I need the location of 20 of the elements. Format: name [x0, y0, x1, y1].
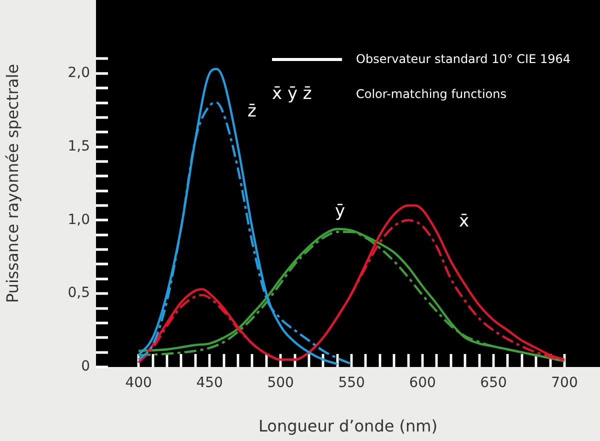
x-tick-label: 450: [196, 375, 223, 392]
y-tick-label: 0,5: [68, 285, 90, 302]
annotation: ȳ: [334, 202, 346, 222]
annotation: Observateur standard 10° CIE 1964: [356, 52, 571, 66]
annotation: x̄ ȳ z̄: [272, 84, 313, 104]
y-tick-label: 2,0: [68, 65, 90, 82]
x-tick-label: 700: [551, 375, 578, 392]
y-tick-label: 0: [81, 358, 90, 375]
x-tick-label: 550: [338, 375, 365, 392]
x-axis-title: Longueur d’onde (nm): [258, 416, 438, 436]
annotation: z̄: [248, 102, 256, 122]
y-tick-label: 1,0: [68, 212, 90, 228]
x-tick-label: 600: [409, 375, 436, 392]
x-tick-label: 500: [267, 375, 294, 392]
y-tick-label: 1,5: [68, 138, 90, 154]
y-axis-title: Puissance rayonnée spectrale: [2, 64, 22, 304]
annotation: x̄: [458, 212, 470, 232]
annotation: Color-matching functions: [356, 87, 508, 101]
x-tick-label: 650: [480, 375, 507, 392]
x-tick-label: 400: [125, 375, 152, 392]
